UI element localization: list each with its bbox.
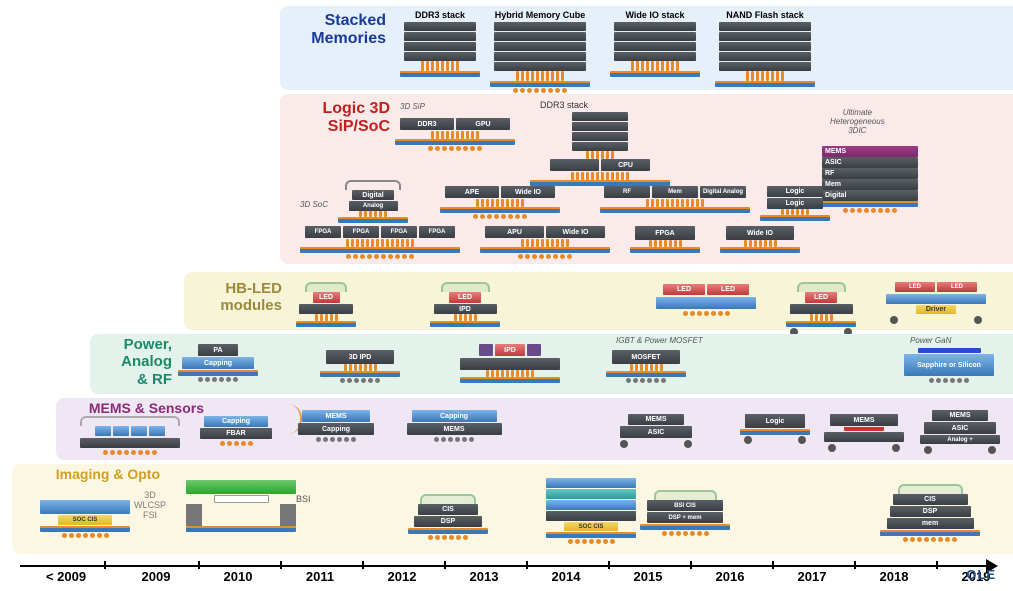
- module-sip-2chip: DDR3GPU: [395, 118, 515, 151]
- module-mem-stack: Hybrid Memory Cube: [490, 10, 590, 93]
- module-three-chip-sub: RFMemDigital Analog: [600, 186, 750, 213]
- module-led-dual-flat: LEDLED: [656, 284, 756, 316]
- axis-tick: [362, 561, 364, 569]
- module-gan: Sapphire or Silicon: [904, 348, 994, 383]
- annotation: 3D SoC: [300, 200, 328, 209]
- module-bsi-cis-dsp: BSI CISDSP + mem: [640, 490, 730, 536]
- axis-tick: [198, 561, 200, 569]
- module-mems-fbar: CappingFBAR: [196, 416, 276, 446]
- axis-tick: [936, 561, 938, 569]
- annotation: DDR3 stack: [540, 100, 588, 110]
- module-two-chip-sub: APEWide IO: [440, 186, 560, 219]
- annotation: 3D SiP: [400, 102, 425, 111]
- module-flat-chip: MOSFET: [606, 350, 686, 383]
- axis-label: 2014: [552, 569, 581, 584]
- module-mems-asic: MEMSASICAnalog +: [920, 410, 1000, 454]
- module-flat-chip-wheels: Logic: [740, 414, 810, 444]
- axis-tick: [280, 561, 282, 569]
- module-led-cap: LEDIPD: [430, 282, 500, 327]
- axis-tick: [526, 561, 528, 569]
- axis-tick: [772, 561, 774, 569]
- row-title-hb-led: HB-LEDmodules: [192, 280, 282, 315]
- annotation: BSI: [296, 494, 311, 504]
- axis-tick: [104, 561, 106, 569]
- axis-label: < 2009: [46, 569, 86, 584]
- axis-label: 2018: [880, 569, 909, 584]
- axis-tick: [608, 561, 610, 569]
- row-title-stacked-memories: StackedMemories: [286, 12, 386, 49]
- module-label: Wide IO stack: [626, 10, 685, 20]
- module-mems-red: MEMS: [824, 414, 904, 452]
- module-single-chip: FPGA: [630, 226, 700, 253]
- timeline-axis: < 2009 2009 2010 2011 2012 2013 2014 2015 2016 20…: [20, 557, 1000, 585]
- module-label: DDR3 stack: [415, 10, 465, 20]
- row-title-mems: MEMS & Sensors: [64, 400, 204, 416]
- annotation: Power GaN: [910, 336, 951, 345]
- module-label: NAND Flash stack: [726, 10, 804, 20]
- module-flat-chip: 3D IPD: [320, 350, 400, 383]
- module-pa-cap: PACapping: [178, 344, 258, 382]
- module-fpga-row: FPGAFPGAFPGAFPGA: [300, 226, 460, 259]
- module-mems-capping: MEMSCapping: [296, 410, 376, 442]
- module-cis-dsp: CISDSP: [408, 494, 488, 540]
- row-title-imaging: Imaging & Opto: [20, 466, 160, 482]
- annotation: IGBT & Power MOSFET: [616, 336, 703, 345]
- module-label: Hybrid Memory Cube: [495, 10, 586, 20]
- axis-label: 2015: [634, 569, 663, 584]
- module-mem-stack: DDR3 stack: [400, 10, 480, 77]
- module-capped-chip: DigitalAnalog: [338, 180, 408, 223]
- axis-label: 2012: [388, 569, 417, 584]
- module-led-driver: LEDLEDDriver: [886, 282, 986, 324]
- axis-label: 2010: [224, 569, 253, 584]
- row-title-logic-3d: Logic 3DSiP/SoC: [290, 100, 390, 137]
- module-bsi-block: [186, 480, 296, 532]
- module-mems-open: [80, 416, 180, 455]
- row-title-power-rf: Power,Analog& RF: [92, 336, 172, 388]
- axis-tick: [854, 561, 856, 569]
- brand-label: OLE: [966, 567, 996, 582]
- module-single-chip: Wide IO: [720, 226, 800, 253]
- module-ipd-complex: IPD: [460, 344, 560, 383]
- module-mem-over-cpu: CPU: [530, 112, 670, 186]
- axis-label: 2013: [470, 569, 499, 584]
- module-led-cap: LED: [786, 282, 856, 336]
- module-led-cap: LED: [296, 282, 356, 327]
- module-two-chip-stack: LogicLogic: [760, 186, 830, 221]
- module-mem-stack: Wide IO stack: [610, 10, 700, 77]
- annotation: 3DWLCSPFSI: [134, 490, 166, 520]
- axis-label: 2016: [716, 569, 745, 584]
- module-hetero-block: MEMSASICRFMemDigital: [822, 146, 918, 213]
- module-two-chip-sub: APUWide IO: [480, 226, 610, 259]
- module-mem-stack: NAND Flash stack: [715, 10, 815, 87]
- axis-label: 2009: [142, 569, 171, 584]
- module-mems-capping: CappingMEMS: [404, 410, 504, 442]
- axis-tick: [444, 561, 446, 569]
- module-cis-flat: SOC CIS: [40, 500, 130, 538]
- axis-label: 2011: [306, 569, 334, 584]
- axis-tick: [690, 561, 692, 569]
- module-mems-asic: MEMSASIC: [616, 414, 696, 448]
- annotation: UltimateHeterogeneous3DIC: [830, 108, 885, 135]
- axis-label: 2017: [798, 569, 827, 584]
- module-cis-dsp-mem: CISDSPmem: [880, 484, 980, 542]
- axis-line: [20, 565, 990, 567]
- module-cis-tall: SOC CIS: [546, 478, 636, 544]
